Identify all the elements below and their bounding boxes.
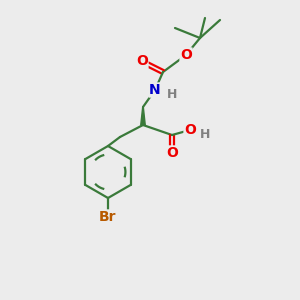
Polygon shape [141, 107, 145, 125]
Text: N: N [149, 83, 161, 97]
Text: O: O [136, 54, 148, 68]
Text: H: H [200, 128, 210, 142]
Text: O: O [184, 123, 196, 137]
Text: Br: Br [99, 210, 117, 224]
Text: O: O [166, 146, 178, 160]
Text: H: H [167, 88, 177, 100]
Text: O: O [180, 48, 192, 62]
